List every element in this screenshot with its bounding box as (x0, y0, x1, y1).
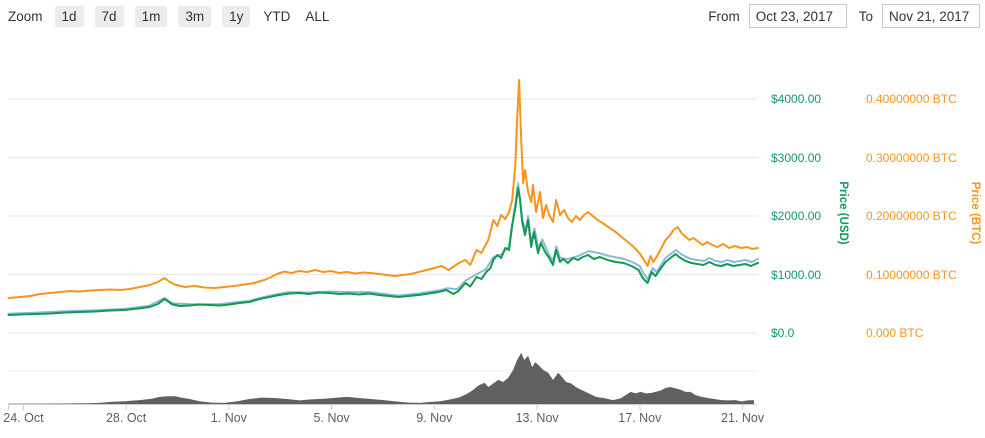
x-axis-label-24Oct: 24. Oct (3, 411, 44, 425)
from-label: From (708, 8, 740, 24)
zoom-button-ytd[interactable]: YTD (261, 6, 292, 27)
x-axis-label-13Nov: 13. Nov (515, 411, 559, 425)
chart-canvas (7, 79, 759, 410)
usd-axis-label-1000: $1000.00 (771, 267, 822, 282)
usd-axis-label-4000: $4000.00 (771, 92, 822, 106)
zoom-button-3m[interactable]: 3m (178, 5, 212, 27)
usd-axis-label-2000: $2000.00 (771, 209, 822, 223)
zoom-button-7d[interactable]: 7d (94, 5, 124, 27)
x-axis-label-1Nov: 1. Nov (210, 411, 247, 425)
btc-axis-title: Price (BTC) (969, 181, 981, 245)
btc-axis-label-0.4: 0.40000000 BTC (866, 92, 957, 106)
usd-axis-label-0: $0.0 (771, 326, 795, 340)
date-range-group: From To (708, 4, 980, 28)
to-label: To (858, 8, 873, 24)
btc-axis-label-0: 0.000 BTC (866, 326, 924, 340)
volume-area (8, 352, 754, 404)
chart-plot-area[interactable]: $4000.00 $3000.00 $2000.00 $1000.00 $0.0 0.40… (0, 32, 985, 438)
price-usd-line (7, 187, 759, 316)
zoom-button-1m[interactable]: 1m (134, 5, 168, 27)
market-proxy-line (7, 182, 759, 315)
usd-axis-title: Price (USD) (837, 181, 849, 245)
btc-axis-label-0.3: 0.30000000 BTC (866, 150, 957, 165)
to-date-input[interactable] (882, 4, 980, 28)
x-axis-label-21Nov: 21. Nov (721, 411, 765, 425)
btc-axis-label-0.2: 0.20000000 BTC (866, 209, 957, 223)
zoom-button-1y[interactable]: 1y (222, 5, 251, 27)
zoom-range-buttons: 1d 7d 1m 3m 1y YTD ALL (54, 5, 343, 27)
from-date-input[interactable] (748, 4, 847, 28)
zoom-button-all[interactable]: ALL (303, 6, 331, 27)
x-axis-label-17Nov: 17. Nov (618, 411, 662, 425)
x-axis-label-9Nov: 9. Nov (416, 411, 453, 425)
usd-axis-label-3000: $3000.00 (771, 150, 822, 165)
x-axis-label-5Nov: 5. Nov (313, 411, 350, 425)
btc-axis-label-0.1: 0.10000000 BTC (866, 267, 957, 282)
x-axis-label-28Oct: 28. Oct (105, 411, 147, 425)
price-btc-line (7, 79, 759, 299)
zoom-range-label: Zoom (8, 8, 43, 24)
zoom-button-1d[interactable]: 1d (54, 5, 84, 27)
chart-toolbar: Zoom 1d 7d 1m 3m 1y YTD ALL From To (0, 0, 985, 32)
